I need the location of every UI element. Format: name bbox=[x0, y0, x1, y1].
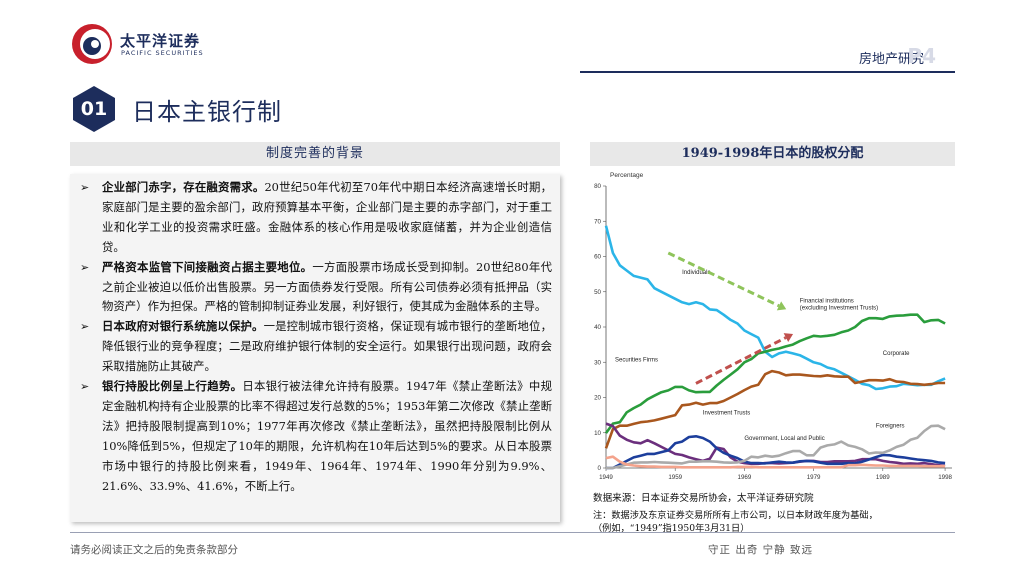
series-label-1: Financial institutions (excluding Investm… bbox=[800, 298, 878, 311]
bullet-text: 日本银行被法律允许持有股票。1947年《禁止垄断法》中规定金融机构持有企业股票的… bbox=[102, 379, 552, 493]
series-line-4 bbox=[606, 435, 946, 470]
trend-arrow-head-1 bbox=[783, 333, 794, 343]
series-line-3 bbox=[605, 422, 946, 468]
bullet-bold: 严格资本监管下间接融资占据主要地位。 bbox=[102, 259, 313, 274]
series-line-0 bbox=[604, 225, 946, 391]
series-label-5: Foreigners bbox=[876, 423, 905, 429]
bullet-arrow-icon: ➢ bbox=[80, 260, 90, 274]
y-tick-label: 50 bbox=[594, 289, 601, 296]
footer-motto: 守正 出奇 宁静 致远 bbox=[708, 544, 814, 556]
series-line-6 bbox=[605, 455, 946, 469]
logo-chinese: 太平洋证券 bbox=[120, 32, 201, 50]
company-logo: 太平洋证券 PACIFIC SECURITIES bbox=[70, 22, 210, 64]
pacific-logo-icon bbox=[72, 24, 112, 64]
bullet-item: ➢ 日本政府对银行系统施以保护。一是控制城市银行资格，保证现有城市银行的垄断地位… bbox=[80, 317, 552, 377]
series-line-2 bbox=[604, 369, 946, 449]
trend-arrow-0 bbox=[667, 251, 780, 308]
chart-note-line1: 注：数据涉及东京证券交易所所有上市公司，以日本财政年度为基础， bbox=[593, 510, 878, 521]
y-tick-label: 70 bbox=[594, 218, 601, 225]
y-tick-label: 20 bbox=[594, 395, 601, 402]
chart-note-line2: （例如，“1949”指1950年3月31日） bbox=[593, 523, 750, 534]
bullet-bold: 银行持股比例呈上行趋势。 bbox=[102, 379, 243, 394]
header-divider bbox=[580, 71, 955, 73]
x-tick-label: 1959 bbox=[668, 474, 682, 481]
footer-disclaimer: 请务必阅读正文之后的免责条款部分 bbox=[70, 544, 238, 556]
page-number: P4 bbox=[907, 44, 936, 68]
x-tick-label: 1998 bbox=[938, 474, 952, 481]
y-tick-label: 60 bbox=[594, 254, 601, 261]
series-label-2: Corporate bbox=[883, 351, 910, 357]
y-tick-label: 10 bbox=[594, 430, 601, 437]
series-line-1 bbox=[604, 313, 946, 434]
series-label-0: Individuals bbox=[682, 270, 710, 276]
series-line-5 bbox=[606, 424, 946, 470]
chart-source: 数据来源：日本证券交易所协会，太平洋证券研究院 bbox=[593, 493, 814, 504]
bullet-arrow-icon: ➢ bbox=[80, 320, 90, 334]
bullet-bold: 日本政府对银行系统施以保护。 bbox=[102, 319, 264, 334]
section-badge-icon bbox=[73, 86, 115, 132]
bullet-item: ➢ 严格资本监管下间接融资占据主要地位。一方面股票市场成长受到抑制。20世纪80… bbox=[80, 258, 552, 318]
bullet-arrow-icon: ➢ bbox=[80, 380, 90, 394]
bullet-item: ➢ 银行持股比例呈上行趋势。日本银行被法律允许持有股票。1947年《禁止垄断法》… bbox=[80, 377, 552, 496]
report-category: 房地产研究 bbox=[858, 52, 924, 67]
series-label-6: Government, Local and Public bbox=[744, 436, 824, 442]
x-tick-label: 1989 bbox=[876, 474, 890, 481]
trend-arrow-head-0 bbox=[776, 301, 787, 311]
footer-divider bbox=[70, 532, 955, 533]
x-tick-label: 1969 bbox=[738, 474, 752, 481]
bullet-text: 一是控制城市银行资格，保证现有城市银行的垄断地位，降低银行业的竞争程度；二是政府… bbox=[102, 319, 552, 374]
series-label-4: Investment Trusts bbox=[703, 410, 750, 416]
logo-english: PACIFIC SECURITIES bbox=[121, 49, 204, 57]
bullet-arrow-icon: ➢ bbox=[80, 181, 90, 194]
y-axis-label: Percentage bbox=[610, 172, 644, 179]
left-panel-body: ➢ 企业部门赤字，存在融资需求。20世纪50年代初至70年代中期日本经济高速增长… bbox=[70, 174, 560, 522]
chart-heading: 1949-1998年日本的股权分配 bbox=[590, 142, 955, 166]
y-tick-label: 30 bbox=[594, 359, 601, 366]
section-title: 日本主银行制 bbox=[132, 98, 282, 126]
bullet-text: 一方面股票市场成长受到抑制。20世纪80年代之前企业被迫以低价出售股票。另一方面… bbox=[102, 259, 552, 314]
x-tick-label: 1949 bbox=[599, 474, 613, 481]
bullet-item: ➢ 企业部门赤字，存在融资需求。20世纪50年代初至70年代中期日本经济高速增长… bbox=[80, 178, 552, 258]
y-tick-label: 0 bbox=[598, 465, 602, 472]
y-tick-label: 40 bbox=[594, 324, 601, 331]
bullet-text: 20世纪50年代初至70年代中期日本经济高速增长时期，家庭部门是主要的盈余部门，… bbox=[102, 180, 552, 254]
bullet-bold: 企业部门赤字，存在融资需求。 bbox=[102, 180, 265, 194]
series-label-3: Securities Firms bbox=[615, 358, 658, 364]
x-tick-label: 1979 bbox=[807, 474, 821, 481]
y-tick-label: 80 bbox=[594, 183, 601, 190]
section-number: 01 bbox=[80, 98, 108, 120]
ownership-chart: Percentage 0 10 20 30 40 50 60 70 80 1949 1959 1969… bbox=[590, 168, 955, 486]
left-panel-heading: 制度完善的背景 bbox=[70, 142, 560, 166]
chart-svg: Percentage 0 10 20 30 40 50 60 70 80 1949 1959 1969… bbox=[594, 172, 952, 481]
trend-arrow-1 bbox=[695, 336, 787, 385]
